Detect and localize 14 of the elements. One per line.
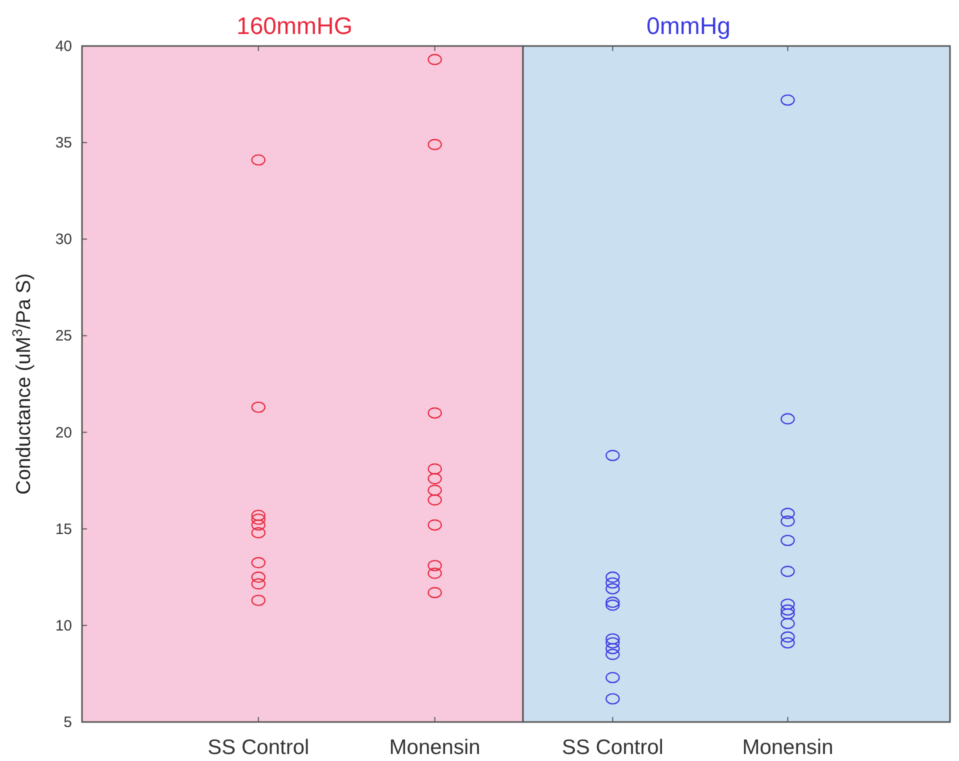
y-tick-label: 30 [55, 231, 72, 248]
x-tick-label: Monensin [742, 736, 834, 759]
y-tick-label: 40 [55, 38, 72, 55]
x-tick-label: SS Control [562, 736, 664, 759]
y-tick-label: 20 [55, 424, 72, 442]
chart-title: 0mmHg [646, 13, 731, 40]
y-tick-label: 15 [55, 520, 72, 538]
y-tick-label: 25 [55, 328, 72, 345]
x-tick-label: Monensin [389, 736, 480, 759]
y-tick-label: 10 [55, 617, 72, 634]
chart-title: 160mmHG [236, 13, 353, 40]
y-tick-label: 5 [64, 714, 72, 731]
x-tick-label: SS Control [208, 736, 310, 759]
y-tick-label: 35 [55, 134, 72, 152]
